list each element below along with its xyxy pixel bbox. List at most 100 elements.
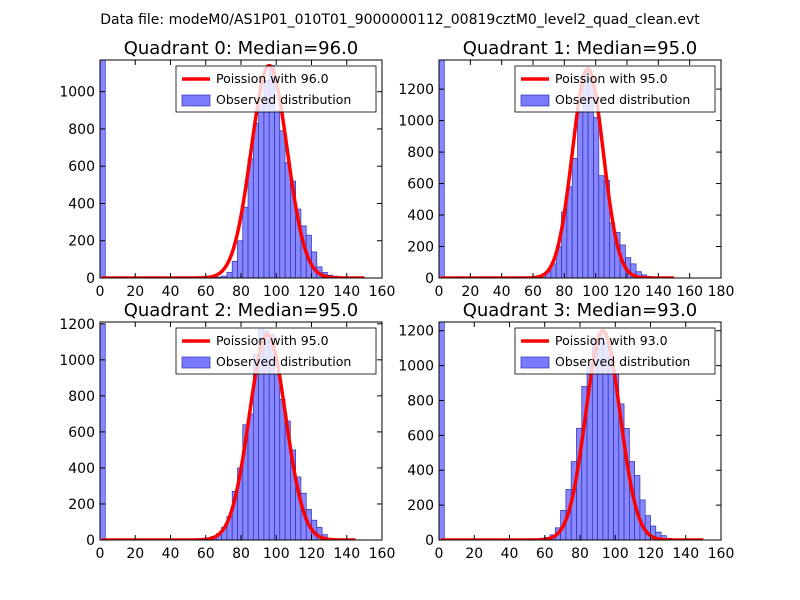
y-tick-label: 800 <box>68 389 95 405</box>
axes-frame <box>438 59 722 279</box>
histogram-bar <box>274 109 281 278</box>
legend-label: Poission with 95.0 <box>216 333 329 348</box>
x-tick-label: 120 <box>298 546 325 562</box>
legend-patch-swatch <box>181 94 211 107</box>
legend-frame <box>514 65 716 113</box>
x-tick-label: 140 <box>645 284 672 300</box>
histogram-bar <box>284 162 291 278</box>
x-tick-label: 80 <box>571 546 589 562</box>
y-tick-label: 800 <box>407 393 434 409</box>
x-tick-label: 160 <box>676 284 703 300</box>
x-tick-label: 140 <box>333 284 360 300</box>
y-tick-label: 200 <box>68 234 95 250</box>
histogram-bar <box>247 413 254 540</box>
x-tick-label: 120 <box>614 284 641 300</box>
legend-label: Observed distribution <box>555 354 690 369</box>
x-tick-label: 40 <box>501 546 519 562</box>
y-tick-label: 1000 <box>398 114 434 130</box>
x-tick-label: 0 <box>435 546 444 562</box>
x-tick-label: 20 <box>461 284 479 300</box>
y-tick-label: 1000 <box>59 353 95 369</box>
y-tick-label: 0 <box>425 271 434 287</box>
histogram-bar <box>571 158 578 278</box>
x-tick-label: 160 <box>369 284 396 300</box>
histogram-bar <box>439 60 445 278</box>
histogram-bar <box>279 130 286 278</box>
histogram-bar <box>242 206 249 278</box>
poisson-curve <box>439 66 675 278</box>
y-tick-label: 400 <box>68 461 95 477</box>
x-tick-label: 20 <box>465 546 483 562</box>
subplot-title: Quadrant 1: Median=95.0 <box>463 38 698 59</box>
legend-label: Observed distribution <box>555 92 690 107</box>
y-tick-label: 200 <box>407 240 434 256</box>
poisson-curve <box>100 63 366 278</box>
y-tick-label: 0 <box>425 533 434 549</box>
legend: Poission with 96.0 Observed distribution <box>175 65 377 113</box>
x-tick-label: 100 <box>263 546 290 562</box>
x-tick-label: 80 <box>232 546 250 562</box>
y-tick-label: 200 <box>407 498 434 514</box>
y-tick-label: 800 <box>407 145 434 161</box>
y-tick-label: 0 <box>86 533 95 549</box>
histogram-bar <box>252 123 259 278</box>
x-tick-label: 160 <box>708 546 735 562</box>
histogram-bar <box>237 240 244 278</box>
y-tick-label: 1200 <box>398 324 434 340</box>
histogram-bar <box>593 117 600 278</box>
subplot-title: Quadrant 2: Median=95.0 <box>124 300 359 321</box>
histogram-bar <box>598 175 605 278</box>
poisson-curve <box>439 328 705 540</box>
y-tick-label: 1000 <box>59 85 95 101</box>
y-tick-label: 600 <box>68 159 95 175</box>
x-tick-label: 180 <box>708 284 735 300</box>
x-tick-label: 100 <box>602 546 629 562</box>
x-tick-label: 60 <box>197 284 215 300</box>
legend-label: Observed distribution <box>216 354 351 369</box>
y-tick-label: 1200 <box>398 82 434 98</box>
legend-patch-swatch <box>520 356 550 369</box>
x-tick-label: 140 <box>672 546 699 562</box>
legend-label: Observed distribution <box>216 92 351 107</box>
y-tick-label: 800 <box>68 122 95 138</box>
x-tick-label: 60 <box>197 546 215 562</box>
subplot-title: Quadrant 0: Median=96.0 <box>124 38 359 59</box>
x-tick-label: 100 <box>582 284 609 300</box>
y-tick-label: 600 <box>407 428 434 444</box>
x-tick-label: 80 <box>232 284 250 300</box>
y-tick-label: 200 <box>68 497 95 513</box>
x-tick-label: 20 <box>126 284 144 300</box>
y-tick-label: 400 <box>407 463 434 479</box>
x-tick-label: 0 <box>435 284 444 300</box>
plot-marks <box>439 60 675 278</box>
histogram-bar <box>274 373 281 540</box>
x-tick-label: 40 <box>162 284 180 300</box>
x-tick-label: 120 <box>637 546 664 562</box>
x-tick-label: 80 <box>555 284 573 300</box>
subplot-grid: 0 20 40 60 80 100 120 140 16002004006008001000Qu… <box>59 38 734 562</box>
subplot-title: Quadrant 3: Median=93.0 <box>463 300 698 321</box>
y-tick-label: 600 <box>68 425 95 441</box>
x-tick-label: 100 <box>263 284 290 300</box>
y-tick-label: 0 <box>86 271 95 287</box>
plot-marks <box>100 60 366 278</box>
x-tick-label: 120 <box>298 284 325 300</box>
subplot-quadrant-0: 0 20 40 60 80 100 120 140 160 0 200 400 600 800 1000 Qu… <box>59 38 395 300</box>
legend-label: Poission with 95.0 <box>555 71 668 86</box>
poisson-curve <box>100 332 357 540</box>
subplot-quadrant-3: 0 20 40 60 80 100 120 140 160 0 200 400 600 800 1000 12… <box>398 300 734 562</box>
y-tick-label: 400 <box>68 196 95 212</box>
legend-patch-swatch <box>181 356 211 369</box>
subplot-quadrant-2: 0 20 40 60 80 100 120 140 160 0 200 400 600 800 1000 12… <box>59 300 395 562</box>
histogram-bar <box>226 272 233 278</box>
histogram-bar <box>607 354 614 540</box>
legend-label: Poission with 93.0 <box>555 333 668 348</box>
legend: Poission with 95.0 Observed distribution <box>175 327 377 375</box>
legend: Poission with 95.0 Observed distribution <box>514 65 716 113</box>
legend-label: Poission with 96.0 <box>216 71 329 86</box>
y-tick-label: 1000 <box>398 359 434 375</box>
y-tick-label: 600 <box>407 177 434 193</box>
histogram-bar <box>577 110 584 278</box>
subplot-quadrant-1: 0 20 40 60 80 100 120 140 160 180 0 200 400 600 800 100… <box>398 38 734 300</box>
